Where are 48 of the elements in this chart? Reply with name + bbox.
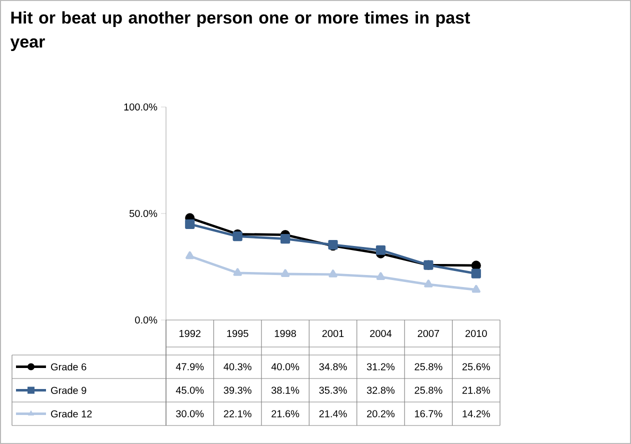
data-label: 30.0%: [176, 410, 204, 418]
data-label: 40.3%: [224, 363, 252, 370]
data-label: 25.8%: [414, 386, 442, 394]
data-label: 39.3%: [224, 386, 252, 394]
point: [328, 270, 338, 278]
y-tick-label: 0.0%: [135, 316, 158, 324]
data-label: 21.4%: [319, 410, 347, 418]
data-label: 47.9%: [176, 363, 204, 370]
x-tick-label: 1992: [180, 330, 200, 338]
data-label: 21.6%: [272, 410, 300, 418]
chart-title: Hit or beat up another person one or more times in past year: [10, 11, 470, 52]
x-tick-label: 1998: [274, 330, 296, 338]
data-label: 40.0%: [271, 363, 300, 370]
data-label: 34.8%: [319, 363, 347, 370]
x-tick-label: 2010: [466, 330, 487, 338]
data-label: 16.7%: [415, 410, 442, 418]
point: [471, 260, 481, 270]
data-label: 38.1%: [271, 386, 300, 394]
x-tick-label: 2001: [322, 330, 344, 338]
point: [472, 284, 480, 293]
data-label: 21.8%: [462, 386, 490, 394]
y-tick-label: 50.0%: [130, 210, 158, 218]
x-tick-label: 2007: [418, 330, 440, 338]
x-tick-label: 2004: [370, 330, 392, 338]
data-label: 32.8%: [366, 386, 395, 394]
point: [471, 268, 481, 278]
point: [280, 234, 290, 244]
point: [280, 269, 290, 277]
data-label: 31.2%: [366, 363, 395, 370]
point: [424, 280, 433, 288]
data-label: 14.2%: [462, 410, 490, 418]
point: [186, 251, 194, 260]
legend-label: Grade 9: [51, 386, 86, 394]
point: [376, 272, 386, 280]
data-label: 25.8%: [414, 363, 442, 370]
legend-label: Grade 12: [51, 410, 92, 418]
y-tick-label: 100.0%: [124, 103, 158, 111]
x-tick-label: 1995: [227, 330, 248, 338]
point: [376, 245, 386, 255]
point: [233, 268, 242, 276]
point: [185, 219, 195, 229]
point: [232, 231, 242, 242]
legend-label: Grade 6: [51, 363, 86, 370]
data-label: 20.2%: [367, 410, 395, 418]
data-label: 35.3%: [319, 386, 347, 394]
data-label: 22.1%: [224, 410, 252, 418]
data-label: 45.0%: [176, 386, 204, 394]
data-label: 25.6%: [462, 363, 490, 370]
